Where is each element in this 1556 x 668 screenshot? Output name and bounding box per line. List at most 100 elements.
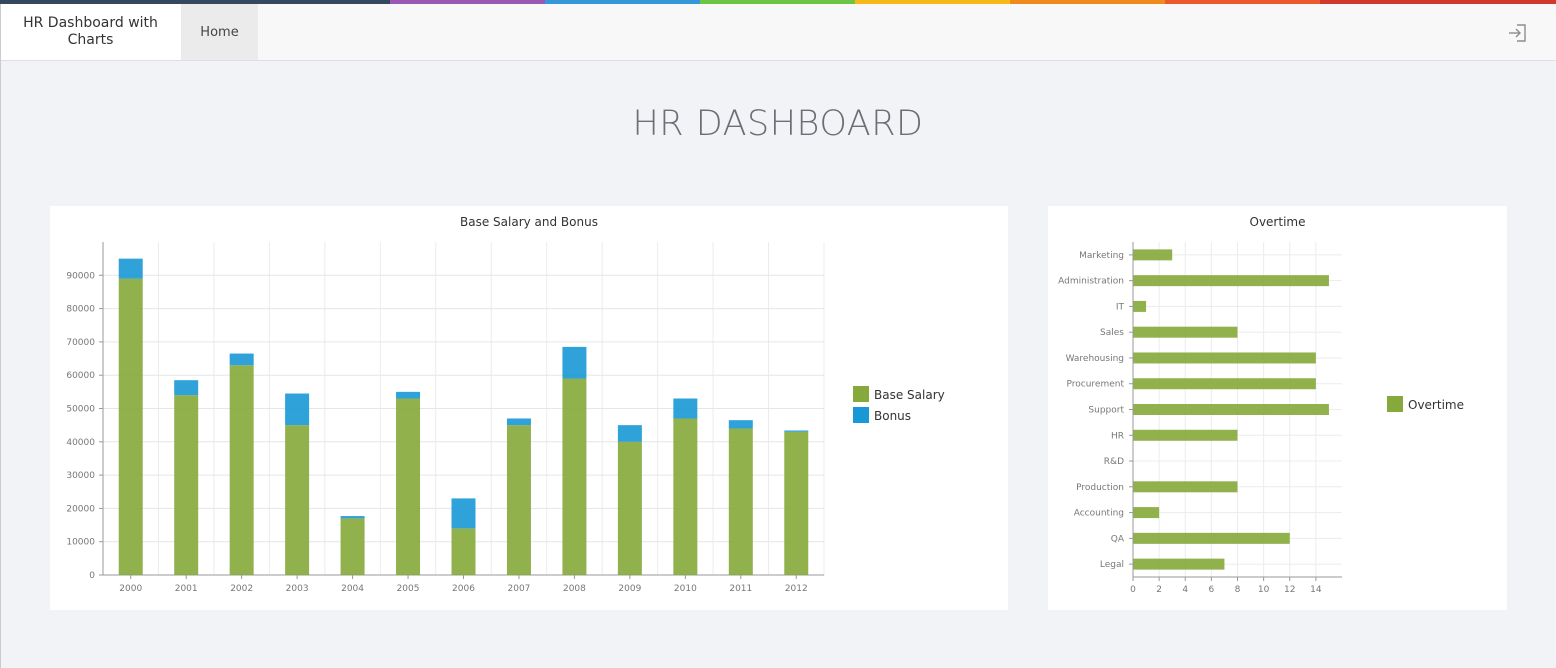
salary-bonus-chart: 0 10000 20000 30000 40000 50000 60000 70000 8000…: [66, 242, 945, 594]
nav-home-tab[interactable]: Home: [181, 4, 258, 60]
color-strip-segment: [390, 0, 545, 4]
x-tick-label: 2012: [785, 584, 808, 594]
legend-label-base-salary: Base Salary: [874, 388, 945, 402]
base-salary-bar: [562, 378, 587, 575]
bonus-bar: [396, 391, 421, 399]
color-strip-segment: [855, 0, 1010, 4]
color-strip-segment: [1165, 0, 1320, 4]
color-strip-segment: [700, 0, 855, 4]
bonus-bar: [174, 380, 199, 396]
overtime-bar: [1133, 481, 1238, 493]
base-salary-bar: [229, 365, 254, 575]
color-strip-segment: [0, 0, 195, 4]
overtime-chart-panel: Overtime 0 2 4 6 8 10 12 14 Marketing Administrat…: [1048, 206, 1507, 610]
color-strip-segment: [195, 0, 390, 4]
x-tick-label: 2011: [729, 584, 752, 594]
y-tick-label: 30000: [66, 471, 95, 481]
legend-label-bonus: Bonus: [874, 409, 911, 423]
y-tick-label: Legal: [1100, 560, 1124, 570]
base-salary-bar: [617, 441, 642, 575]
y-tick-label: 20000: [66, 504, 95, 514]
salary-chart-title: Base Salary and Bonus: [460, 215, 598, 229]
y-tick-label: 0: [89, 571, 95, 581]
overtime-bar: [1133, 429, 1238, 441]
app-brand[interactable]: HR Dashboard with Charts: [0, 4, 181, 60]
base-salary-bar: [285, 425, 310, 575]
base-salary-bar: [451, 528, 476, 575]
overtime-bar: [1133, 275, 1329, 287]
y-tick-label: Administration: [1058, 277, 1124, 287]
legend-swatch-overtime: [1387, 396, 1403, 412]
overtime-bar: [1133, 352, 1316, 364]
bonus-bar: [229, 353, 254, 366]
x-tick-label: 14: [1310, 585, 1322, 595]
overtime-bar: [1133, 404, 1329, 415]
y-tick-label: Production: [1076, 483, 1124, 493]
color-strip-segment: [1320, 0, 1556, 4]
bonus-bar: [285, 393, 310, 426]
x-tick-label: 10: [1258, 585, 1270, 595]
y-tick-label: Accounting: [1074, 509, 1124, 519]
x-tick-label: 6: [1209, 585, 1215, 595]
left-border: [0, 0, 1, 668]
y-tick-label: Support: [1088, 406, 1124, 416]
bonus-bar: [506, 418, 531, 426]
y-tick-label: QA: [1111, 534, 1125, 544]
overtime-chart: 0 2 4 6 8 10 12 14 Marketing Administration IT Sale…: [1058, 242, 1464, 595]
overtime-chart-title: Overtime: [1249, 215, 1306, 229]
y-tick-label: Sales: [1100, 328, 1124, 338]
y-tick-label: 60000: [66, 371, 95, 381]
base-salary-bar: [728, 428, 753, 575]
overtime-bar: [1133, 300, 1147, 312]
x-tick-label: 2001: [175, 584, 198, 594]
color-strip: [0, 0, 1556, 4]
y-tick-label: Warehousing: [1066, 354, 1124, 364]
y-tick-label: Marketing: [1079, 251, 1124, 261]
color-strip-segment: [1010, 0, 1165, 4]
y-tick-label: 90000: [66, 271, 95, 281]
y-tick-label: HR: [1111, 431, 1124, 441]
app-brand-label: HR Dashboard with Charts: [23, 15, 158, 48]
overtime-bar: [1133, 378, 1316, 390]
base-salary-bar: [174, 395, 199, 575]
x-tick-label: 0: [1130, 585, 1136, 595]
x-tick-label: 2010: [674, 584, 697, 594]
bonus-bar: [340, 516, 365, 519]
bonus-bar: [728, 420, 753, 429]
legend-label-overtime: Overtime: [1408, 398, 1464, 412]
overtime-bar: [1133, 326, 1238, 338]
legend-swatch-base-salary: [853, 386, 869, 402]
y-tick-label: 80000: [66, 305, 95, 315]
page-title: HR DASHBOARD: [632, 104, 924, 144]
salary-chart-panel: Base Salary and Bonus 0 10000 20000 30000 40…: [50, 206, 1008, 610]
x-tick-label: 2007: [508, 584, 531, 594]
y-tick-label: 10000: [66, 538, 95, 548]
base-salary-bar: [506, 425, 531, 575]
x-tick-label: 2: [1156, 585, 1162, 595]
y-tick-label: 40000: [66, 438, 95, 448]
x-tick-label: 2005: [397, 584, 420, 594]
x-tick-label: 2002: [230, 584, 253, 594]
bonus-bar: [562, 346, 587, 379]
top-navbar: HR Dashboard with Charts Home: [0, 4, 1556, 61]
overtime-bar: [1133, 532, 1290, 544]
base-salary-bar: [340, 518, 365, 575]
x-tick-label: 4: [1182, 585, 1188, 595]
color-strip-segment: [545, 0, 700, 4]
x-tick-label: 2006: [452, 584, 475, 594]
x-tick-label: 2003: [286, 584, 309, 594]
base-salary-bar: [118, 278, 143, 575]
x-tick-label: 2009: [618, 584, 641, 594]
x-tick-label: 2008: [563, 584, 586, 594]
y-tick-label: 50000: [66, 405, 95, 415]
legend-swatch-bonus: [853, 407, 869, 423]
base-salary-bar: [784, 431, 809, 575]
bonus-bar: [673, 398, 698, 419]
sign-out-icon[interactable]: [1506, 22, 1530, 44]
bonus-bar: [784, 430, 809, 432]
y-tick-label: IT: [1116, 302, 1125, 312]
x-tick-label: 2000: [119, 584, 142, 594]
bonus-bar: [118, 258, 143, 279]
overtime-bar: [1133, 507, 1160, 519]
x-tick-label: 2004: [341, 584, 364, 594]
